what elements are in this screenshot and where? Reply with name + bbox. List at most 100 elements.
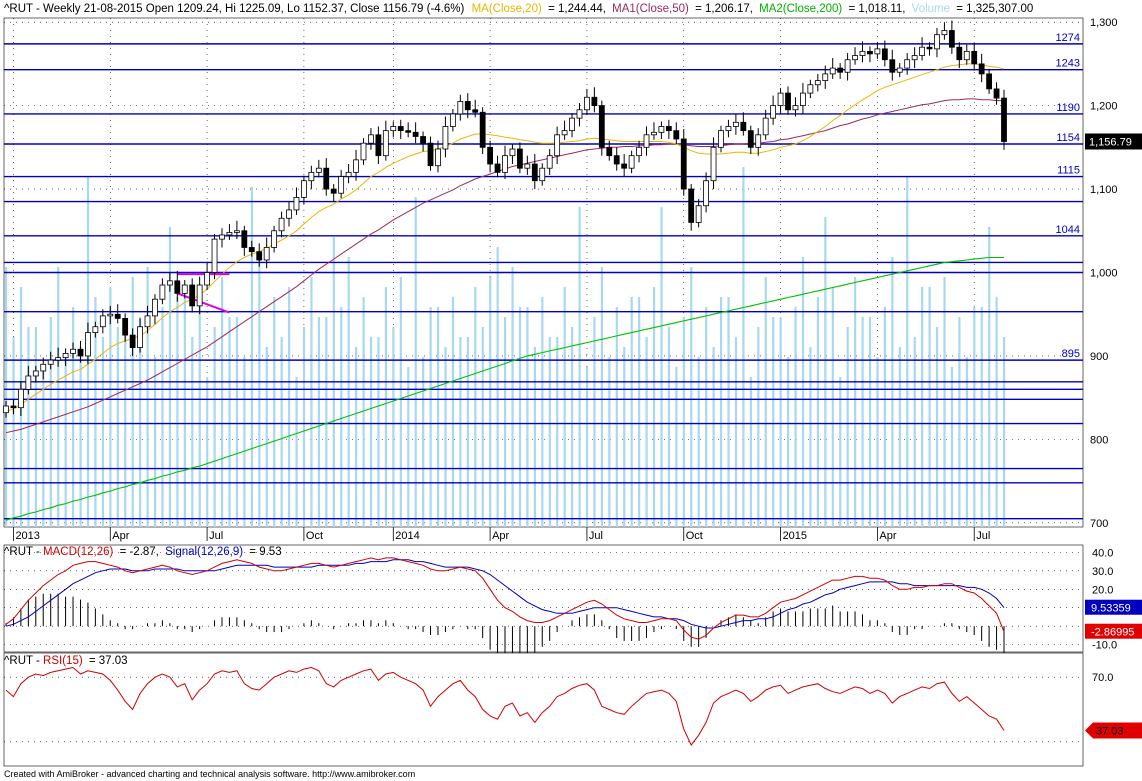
candle-up — [658, 126, 665, 133]
candle-up — [278, 217, 285, 232]
candle-down — [479, 111, 486, 148]
volume-bar — [280, 337, 283, 527]
volume-bar — [734, 337, 738, 527]
level-label: 1274 — [1056, 32, 1080, 44]
volume-bar — [571, 327, 574, 527]
candle-up — [181, 284, 188, 294]
candle-up — [561, 130, 568, 136]
signal-last-box — [1085, 599, 1142, 615]
candle-up — [755, 134, 762, 148]
candle-down — [680, 138, 687, 190]
volume-bar — [57, 267, 60, 527]
volume-bar — [377, 337, 380, 527]
candle-up — [144, 315, 151, 328]
candles — [3, 20, 1007, 418]
macd-tick-label: 30.0 — [1092, 566, 1113, 578]
volume-bar — [183, 297, 186, 527]
candle-up — [137, 326, 143, 348]
rsi-panel-frame — [3, 652, 1084, 767]
candle-up — [584, 96, 590, 111]
macd-panel-frame — [3, 544, 1084, 653]
candle-up — [3, 405, 9, 414]
ma20-line — [5, 63, 1005, 412]
candle-up — [904, 59, 911, 69]
candle-up — [896, 67, 903, 73]
candle-up — [353, 159, 359, 173]
candle-up — [934, 34, 940, 50]
volume-bar — [809, 347, 812, 527]
candle-up — [32, 370, 39, 377]
candle-up — [315, 167, 322, 173]
volume-bar — [943, 277, 946, 527]
rsi-tick-label: 70.0 — [1092, 672, 1113, 684]
volume-bar — [198, 287, 201, 527]
volume-bar — [935, 327, 939, 527]
candle-down — [122, 317, 129, 336]
volume-bar — [816, 297, 820, 527]
candle-up — [457, 101, 464, 115]
volume-bar — [652, 287, 656, 527]
volume-bar — [369, 337, 373, 527]
volume-bar — [712, 347, 715, 527]
candle-down — [241, 230, 248, 248]
volume-bar — [496, 247, 499, 527]
candle-down — [375, 134, 382, 157]
candle-down — [926, 46, 933, 50]
last-price-box — [1085, 133, 1142, 150]
candle-up — [703, 180, 709, 207]
price-tick-label: 900 — [1090, 351, 1108, 363]
rsi-last-label: 37.03 — [1096, 725, 1124, 737]
candle-up — [941, 30, 948, 36]
candle-up — [770, 105, 777, 119]
price-header: ^RUT - Weekly 21-08-2015 Open 1209.24, H… — [4, 3, 1033, 15]
volume-bar — [660, 207, 663, 527]
ma50-label: MA1(Close,50) — [612, 3, 689, 15]
candle-down — [688, 188, 695, 223]
candle-down — [412, 131, 419, 137]
volume-bar — [317, 317, 321, 527]
candle-up — [636, 146, 642, 157]
candle-up — [345, 171, 352, 177]
candle-up — [17, 388, 24, 409]
candle-up — [509, 148, 516, 157]
candle-down — [598, 105, 605, 148]
candle-up — [159, 284, 166, 300]
candle-up — [546, 155, 553, 169]
level-label: 1243 — [1056, 58, 1080, 70]
time-tick-label: 2013 — [15, 530, 39, 542]
candle-up — [435, 148, 441, 167]
candle-up — [226, 232, 233, 236]
candle-up — [651, 131, 657, 136]
candle-up — [301, 180, 307, 198]
level-label: 1190 — [1056, 102, 1080, 114]
signal-line — [5, 559, 1005, 629]
volume-label: Volume — [912, 3, 950, 15]
volume-bar — [474, 287, 477, 527]
ma200-line — [5, 256, 1004, 521]
macd-label: MACD(12,26) — [43, 546, 113, 558]
volume-bar — [719, 297, 723, 527]
candle-down — [948, 30, 955, 48]
macd-panel: 40.030.020.010.0-10.09.53359-2.86995 ^RU… — [3, 544, 1142, 665]
volume-bar — [638, 297, 641, 527]
volume-bar — [168, 227, 172, 527]
volume-bar — [950, 367, 954, 527]
candle-up — [628, 155, 635, 169]
candle-down — [956, 46, 963, 61]
candle-up — [382, 130, 389, 157]
candle-down — [993, 88, 1000, 99]
candle-down — [487, 146, 494, 165]
macd-last-box — [1085, 623, 1142, 639]
volume-bar — [250, 187, 253, 527]
volume-bar — [347, 257, 350, 527]
candle-up — [859, 50, 866, 56]
level-label: 1044 — [1056, 224, 1080, 236]
volume-bar — [764, 277, 767, 527]
volume-bar — [94, 297, 97, 527]
candle-down — [673, 130, 680, 140]
volume-bar — [72, 307, 75, 527]
volume-bar — [742, 167, 745, 527]
triangle-lower — [176, 292, 230, 314]
time-tick-label: 2014 — [395, 530, 419, 542]
